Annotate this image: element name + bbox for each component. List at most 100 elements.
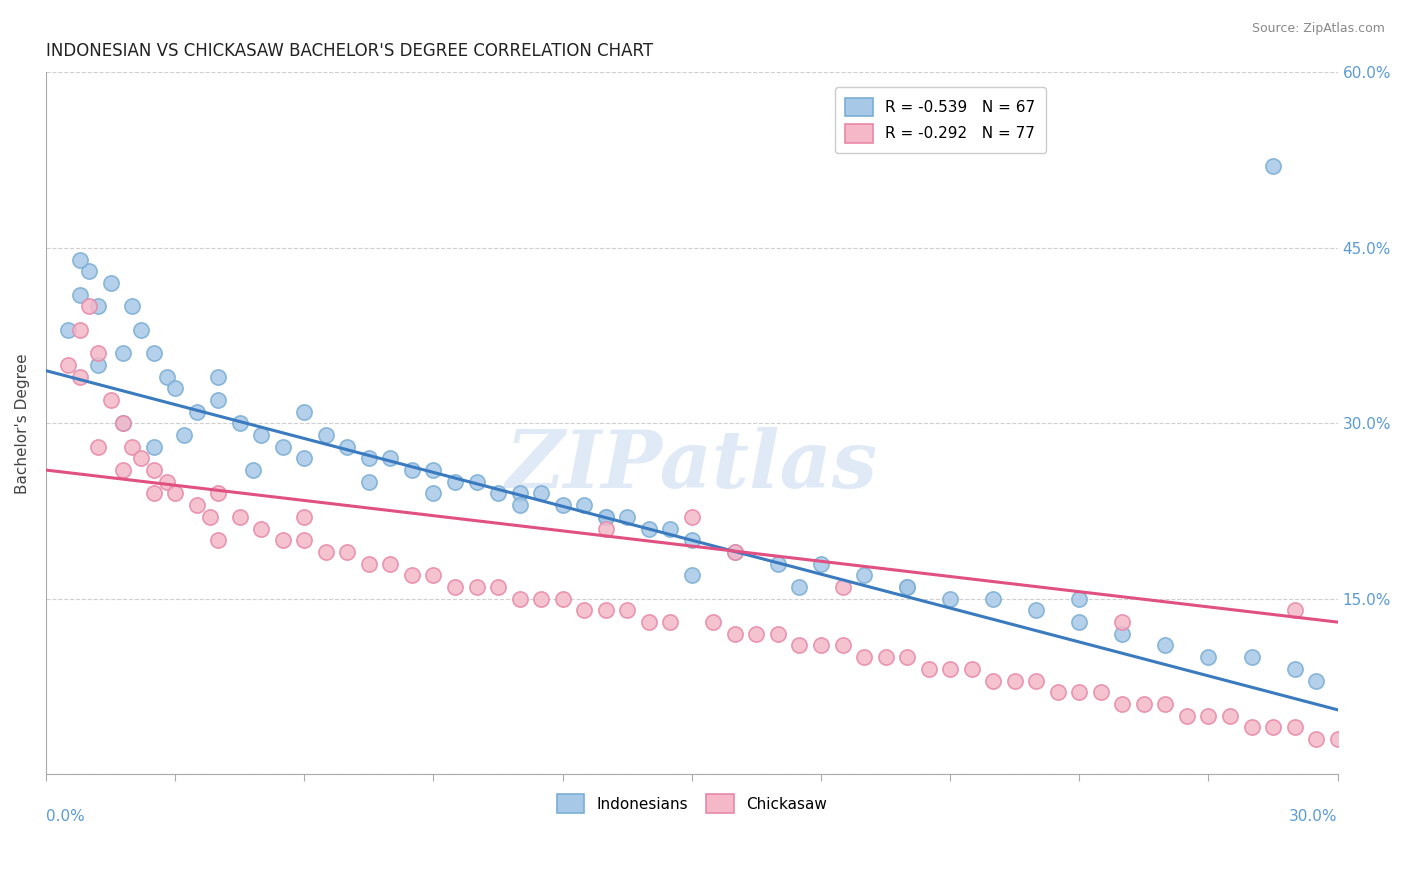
- Point: [1111, 615, 1133, 629]
- Point: [831, 580, 853, 594]
- Point: [637, 522, 659, 536]
- Point: [112, 463, 135, 477]
- Point: [69, 252, 91, 267]
- Point: [896, 650, 918, 665]
- Point: [401, 463, 423, 477]
- Point: [465, 580, 488, 594]
- Point: [853, 568, 876, 582]
- Point: [444, 580, 467, 594]
- Point: [551, 498, 574, 512]
- Point: [336, 545, 359, 559]
- Point: [250, 522, 273, 536]
- Point: [112, 417, 135, 431]
- Point: [1305, 732, 1327, 747]
- Point: [165, 381, 187, 395]
- Point: [595, 522, 617, 536]
- Point: [69, 287, 91, 301]
- Point: [509, 591, 531, 606]
- Point: [292, 451, 315, 466]
- Point: [271, 440, 294, 454]
- Point: [165, 486, 187, 500]
- Point: [86, 358, 108, 372]
- Point: [896, 580, 918, 594]
- Point: [831, 639, 853, 653]
- Point: [129, 323, 152, 337]
- Point: [1111, 697, 1133, 711]
- Point: [357, 451, 380, 466]
- Point: [336, 440, 359, 454]
- Point: [595, 603, 617, 617]
- Text: ZIPatlas: ZIPatlas: [506, 426, 877, 504]
- Point: [702, 615, 724, 629]
- Point: [1069, 685, 1091, 699]
- Point: [530, 486, 553, 500]
- Point: [207, 486, 229, 500]
- Point: [242, 463, 264, 477]
- Point: [86, 346, 108, 360]
- Point: [896, 580, 918, 594]
- Point: [69, 369, 91, 384]
- Point: [1198, 650, 1220, 665]
- Point: [724, 545, 747, 559]
- Point: [1305, 673, 1327, 688]
- Point: [100, 276, 122, 290]
- Point: [551, 591, 574, 606]
- Point: [1154, 639, 1177, 653]
- Y-axis label: Bachelor's Degree: Bachelor's Degree: [15, 353, 30, 493]
- Point: [112, 417, 135, 431]
- Point: [1261, 720, 1284, 734]
- Point: [155, 369, 177, 384]
- Point: [1261, 159, 1284, 173]
- Point: [207, 392, 229, 407]
- Point: [228, 509, 250, 524]
- Point: [444, 475, 467, 489]
- Point: [250, 428, 273, 442]
- Point: [960, 662, 983, 676]
- Point: [198, 509, 221, 524]
- Point: [142, 440, 165, 454]
- Point: [380, 451, 402, 466]
- Point: [789, 639, 811, 653]
- Point: [1326, 732, 1348, 747]
- Point: [142, 463, 165, 477]
- Point: [939, 591, 962, 606]
- Point: [86, 299, 108, 313]
- Point: [724, 545, 747, 559]
- Point: [173, 428, 195, 442]
- Point: [465, 475, 488, 489]
- Point: [1069, 615, 1091, 629]
- Point: [186, 498, 208, 512]
- Point: [616, 509, 638, 524]
- Point: [659, 522, 682, 536]
- Point: [1240, 720, 1263, 734]
- Point: [56, 323, 79, 337]
- Point: [271, 533, 294, 548]
- Point: [1240, 650, 1263, 665]
- Point: [1004, 673, 1026, 688]
- Point: [1090, 685, 1112, 699]
- Point: [1025, 603, 1047, 617]
- Point: [357, 557, 380, 571]
- Point: [616, 603, 638, 617]
- Point: [1133, 697, 1156, 711]
- Text: 0.0%: 0.0%: [46, 809, 84, 824]
- Point: [981, 673, 1004, 688]
- Text: Source: ZipAtlas.com: Source: ZipAtlas.com: [1251, 22, 1385, 36]
- Point: [810, 639, 832, 653]
- Point: [681, 568, 703, 582]
- Point: [530, 591, 553, 606]
- Point: [315, 428, 337, 442]
- Point: [1198, 708, 1220, 723]
- Point: [228, 417, 250, 431]
- Point: [142, 346, 165, 360]
- Point: [142, 486, 165, 500]
- Point: [1219, 708, 1241, 723]
- Point: [595, 509, 617, 524]
- Point: [69, 323, 91, 337]
- Point: [77, 299, 100, 313]
- Point: [917, 662, 939, 676]
- Point: [681, 509, 703, 524]
- Point: [186, 404, 208, 418]
- Point: [121, 440, 143, 454]
- Point: [207, 369, 229, 384]
